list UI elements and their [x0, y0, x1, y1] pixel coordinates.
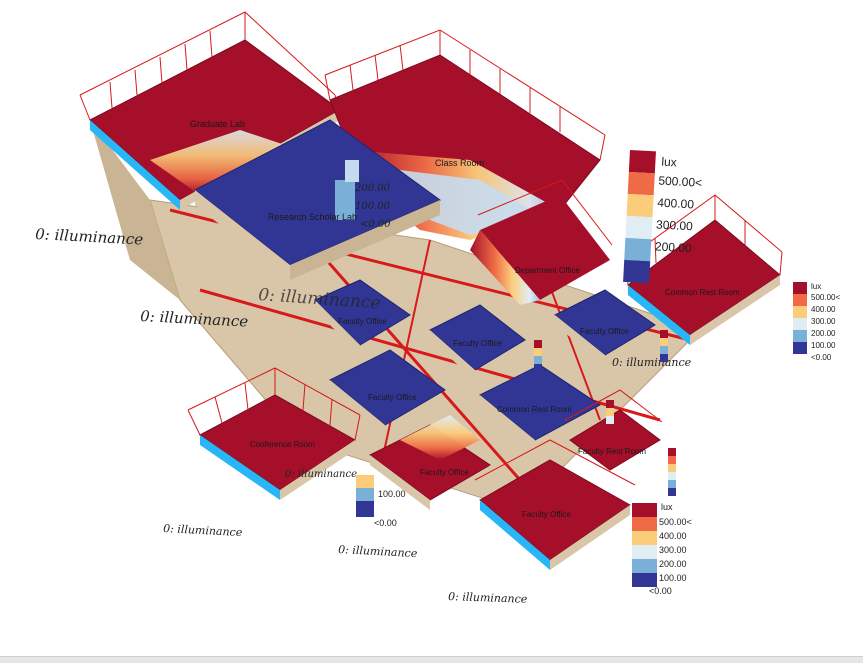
illuminance-label-5: 0: illuminance — [285, 469, 357, 480]
illuminance-label-8: 0: illuminance — [448, 590, 528, 606]
legend-bottom-tick-4: 200.00 — [659, 559, 687, 569]
room-label-faculty-rest-room: Faculty Rest Room — [578, 447, 646, 456]
legend-large: lux 500.00< 400.00 300.00 200.00 — [623, 150, 702, 284]
legend-large-tick-2: 400.00 — [657, 196, 695, 212]
room-label-faculty-office-a: Faculty Office — [338, 317, 387, 326]
overlay-tick-2: 100.00 — [355, 201, 391, 212]
room-label-faculty-office-e: Faculty Office — [420, 468, 469, 477]
overlay-tick-1: 200.00 — [354, 183, 391, 194]
room-label-department-office: Department Office — [515, 266, 580, 275]
room-label-faculty-office-c: Faculty Office — [580, 327, 629, 336]
legend-bottom-tick-3: 300.00 — [659, 545, 687, 555]
room-label-faculty-office-f: Faculty Office — [522, 510, 571, 519]
room-label-research-lab: Research Scholar Lab — [268, 212, 357, 222]
legend-right-tick-2: 400.00 — [811, 305, 836, 314]
status-bar — [0, 656, 863, 663]
legend-bottom-right: lux 500.00< 400.00 300.00 200.00 100.00 … — [632, 502, 692, 596]
room-research-scholar-lab[interactable]: Research Scholar Lab 200.00 100.00 <0.00 — [194, 119, 442, 280]
legend-large-tick-1: 500.00< — [658, 174, 702, 190]
illuminance-label-7: 0: illuminance — [338, 543, 418, 560]
illuminance-label-6: 0: illuminance — [163, 522, 243, 539]
room-faculty-office-f[interactable]: Faculty Office — [474, 439, 636, 570]
legend-large-tick-4: 200.00 — [655, 239, 693, 255]
legend-lower-tick-1: 100.00 — [378, 489, 406, 499]
room-faculty-office-e[interactable]: Faculty Office — [369, 415, 491, 510]
legend-bottom-tick-1: 500.00< — [659, 517, 692, 527]
legend-right-tick-1: 500.00< — [811, 293, 840, 302]
room-label-common-rest-room-right: Common Rest Room — [665, 288, 740, 297]
legend-right-tick-6: <0.00 — [811, 353, 832, 362]
legend-lower-tick-2: <0.00 — [374, 518, 397, 528]
room-faculty-office-d[interactable]: Faculty Office — [329, 349, 446, 435]
room-label-faculty-office-d: Faculty Office — [368, 393, 417, 402]
illuminance-label-1: 0: illuminance — [35, 225, 144, 249]
room-faculty-office-b[interactable]: Faculty Office — [429, 304, 526, 380]
room-common-rest-room-mid[interactable]: Common Rest Room — [479, 364, 601, 450]
legend-mini-columns — [534, 330, 676, 496]
legend-bottom-tick-2: 400.00 — [659, 531, 687, 541]
room-conference-room[interactable]: Conference Room — [187, 367, 361, 500]
legend-large-unit: lux — [661, 155, 677, 170]
overlay-tick-3: <0.00 — [360, 219, 391, 230]
legend-right: lux 500.00< 400.00 300.00 200.00 100.00 … — [793, 282, 840, 362]
legend-right-tick-5: 100.00 — [811, 341, 836, 350]
room-label-faculty-office-b: Faculty Office — [453, 339, 502, 348]
legend-bottom-tick-5: 100.00 — [659, 573, 687, 583]
room-label-conference-room: Conference Room — [250, 440, 315, 449]
room-faculty-office-c[interactable]: Faculty Office — [554, 289, 656, 365]
legend-bottom-tick-6: <0.00 — [649, 586, 672, 596]
room-common-rest-room-right[interactable]: Common Rest Room — [624, 194, 783, 345]
room-faculty-office-a[interactable]: Faculty Office — [314, 279, 411, 355]
room-label-graduate-lab: Graduate Lab — [190, 119, 245, 129]
legend-bottom-unit: lux — [661, 502, 673, 512]
room-faculty-rest-room[interactable]: Faculty Rest Room — [564, 389, 663, 471]
legend-right-tick-3: 300.00 — [811, 317, 836, 326]
illuminance-label-4: 0: illuminance — [612, 356, 692, 369]
room-label-common-rest-room-mid: Common Rest Room — [497, 405, 572, 414]
legend-lower-left: 100.00 <0.00 — [356, 475, 406, 528]
illuminance-label-2: 0: illuminance — [140, 307, 249, 331]
room-label-class-room: Class Room — [435, 158, 484, 168]
room-department-office[interactable]: Department Office — [470, 179, 613, 305]
legend-large-tick-3: 300.00 — [656, 217, 694, 233]
legend-right-tick-4: 200.00 — [811, 329, 836, 338]
legend-right-unit: lux — [811, 282, 821, 291]
